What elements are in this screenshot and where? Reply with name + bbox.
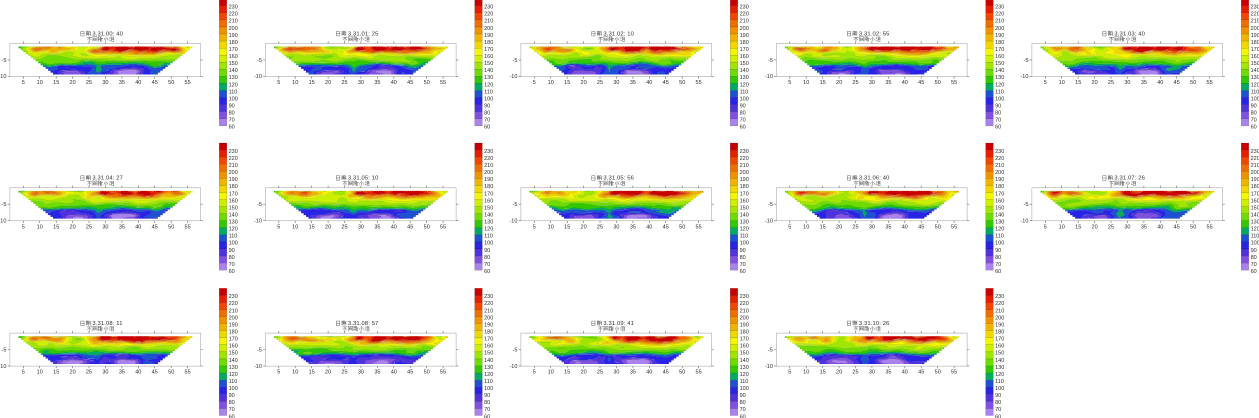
svg-text:3.31.10: 26: 3.31.10: 26 [859,321,890,327]
svg-text:3.31.07: 26: 3.31.07: 26 [1114,176,1145,182]
svg-text:3.31.08: 57: 3.31.08: 57 [348,321,379,327]
svg-text:3.31.02: 10: 3.31.02: 10 [603,31,634,37]
svg-text:3.31.04: 27: 3.31.04: 27 [92,176,123,182]
svg-text:3.31.01: 25: 3.31.01: 25 [348,31,379,37]
svg-text:3.31.00: 40: 3.31.00: 40 [92,31,123,37]
svg-text:3.31.09: 41: 3.31.09: 41 [603,321,634,327]
svg-text:3.31.02: 55: 3.31.02: 55 [859,31,890,37]
svg-text:3.31.05: 10: 3.31.05: 10 [348,176,379,182]
svg-text:3.31.08: 11: 3.31.08: 11 [92,321,122,327]
svg-text:3.31.06: 40: 3.31.06: 40 [859,176,890,182]
svg-text:3.31.05: 56: 3.31.05: 56 [603,176,634,182]
svg-text:3.31.03: 40: 3.31.03: 40 [1114,31,1145,37]
